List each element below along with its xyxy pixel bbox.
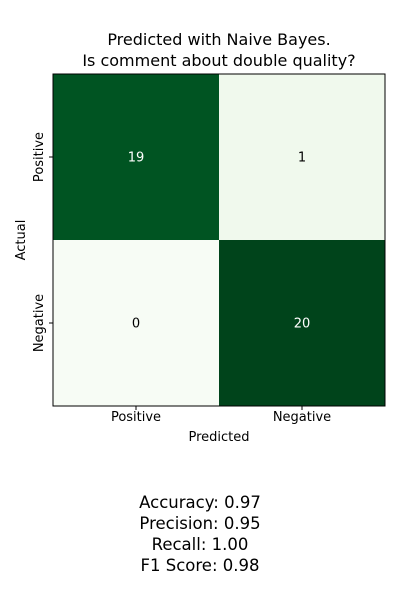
cell-value-0-1: 1 [298, 151, 306, 166]
accuracy-text: Accuracy: 0.97 [139, 493, 261, 512]
x-tick-label-1: Negative [273, 410, 331, 425]
chart-title-line-1: Is comment about double quality? [82, 51, 355, 70]
cell-value-1-1: 20 [294, 317, 311, 332]
cell-value-0-0: 19 [128, 151, 145, 166]
recall-text: Recall: 1.00 [151, 535, 249, 554]
x-axis-label: Predicted [188, 430, 249, 445]
cell-value-1-0: 0 [132, 317, 140, 332]
y-tick-label-0: Positive [32, 132, 47, 182]
matrix-cell-1-1 [219, 240, 385, 406]
metrics-panel: Accuracy: 0.97 Precision: 0.95 Recall: 1… [0, 492, 400, 576]
y-tick-label-1: Negative [32, 294, 47, 352]
x-tick-label-0: Positive [111, 410, 161, 425]
f1-score-text: F1 Score: 0.98 [140, 556, 260, 575]
chart-title-line-0: Predicted with Naive Bayes. [107, 30, 330, 49]
matrix-cell-1-0 [53, 240, 219, 406]
precision-text: Precision: 0.95 [139, 514, 261, 533]
y-axis-label: Actual [14, 220, 29, 261]
matrix-cell-0-0 [53, 74, 219, 240]
matrix-cell-0-1 [219, 74, 385, 240]
plot-frame [52, 73, 386, 407]
